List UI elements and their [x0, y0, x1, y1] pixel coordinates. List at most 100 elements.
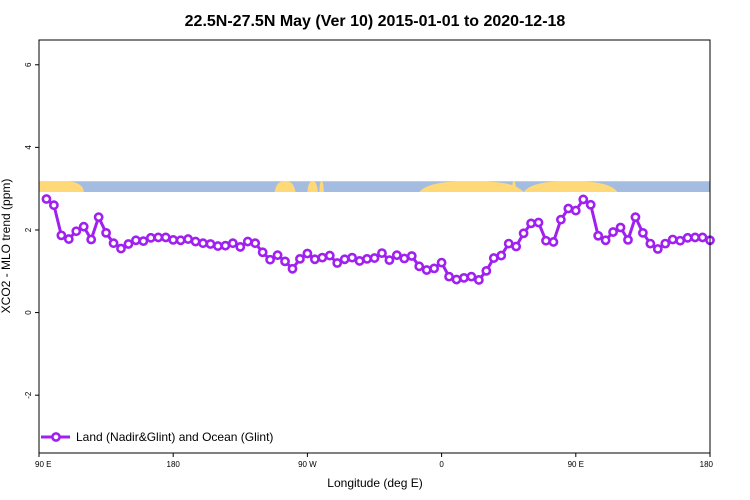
land-span — [419, 181, 524, 192]
data-point — [570, 205, 581, 216]
data-point — [317, 252, 328, 263]
data-point — [496, 250, 507, 261]
data-point — [406, 251, 417, 261]
data-point — [377, 248, 387, 259]
data-point — [324, 250, 335, 261]
data-point — [444, 271, 454, 282]
data-point — [667, 234, 678, 245]
data-point — [108, 238, 119, 249]
data-point — [362, 253, 372, 264]
data-point — [414, 261, 425, 272]
y-tick-label: 4 — [24, 145, 33, 150]
data-point — [466, 271, 477, 282]
data-point — [220, 240, 231, 251]
land-span — [307, 181, 318, 192]
data-point — [332, 258, 343, 268]
data-point — [287, 263, 298, 274]
x-tick-label: 90 W — [298, 460, 317, 469]
x-tick-label: 90 E — [35, 460, 51, 469]
data-point — [354, 256, 365, 266]
plot-frame — [38, 39, 711, 454]
land-ocean-strip — [39, 181, 710, 192]
y-axis-label: XCO2 - MLO trend (ppm) — [0, 179, 13, 314]
data-point — [630, 212, 641, 223]
land-span — [511, 181, 517, 192]
data-point — [49, 200, 59, 211]
data-point — [518, 228, 529, 239]
data-point — [690, 232, 700, 243]
data-point — [235, 242, 246, 252]
data-point — [384, 255, 395, 266]
data-point — [541, 235, 551, 246]
data-point — [227, 238, 238, 249]
y-tick-label: 0 — [24, 310, 33, 315]
data-point — [675, 235, 686, 246]
data-point — [593, 230, 604, 241]
ocean-band — [39, 181, 710, 192]
x-tick-label: 180 — [700, 460, 714, 469]
x-axis-label: Longitude (deg E) — [327, 476, 422, 490]
data-point — [511, 241, 522, 252]
data-point — [131, 235, 141, 246]
data-point — [652, 244, 663, 254]
data-point — [391, 250, 402, 261]
data-point — [600, 235, 611, 246]
data-point — [257, 247, 268, 258]
data-point — [526, 218, 536, 229]
data-point — [399, 253, 410, 264]
data-point — [205, 239, 216, 249]
data-point — [138, 236, 149, 247]
data-point — [421, 265, 432, 275]
y-tick-label: 2 — [24, 227, 33, 232]
land-span — [39, 181, 84, 192]
data-point — [242, 236, 253, 247]
data-point — [160, 232, 171, 243]
data-point — [116, 243, 126, 254]
series-layer — [41, 194, 715, 285]
data-point — [272, 250, 283, 261]
data-point — [213, 241, 223, 251]
data-point — [369, 253, 380, 263]
data-point — [183, 234, 194, 244]
data-point — [86, 234, 97, 245]
data-point — [623, 234, 633, 245]
x-axis: 90 E 180 90 W 0 90 E 180 — [35, 453, 714, 469]
data-point — [339, 254, 350, 265]
chart-title: 22.5N-27.5N May (Ver 10) 2015-01-01 to 2… — [185, 13, 566, 30]
data-point — [429, 263, 440, 274]
data-point — [153, 232, 164, 243]
data-point — [481, 265, 492, 276]
land-span — [523, 181, 618, 192]
legend-marker — [51, 432, 61, 442]
legend-label: Land (Nadir&Glint) and Ocean (Glint) — [76, 430, 273, 444]
legend: Land (Nadir&Glint) and Ocean (Glint) — [41, 430, 273, 444]
data-point — [250, 238, 261, 249]
data-point — [56, 230, 67, 241]
data-point — [295, 253, 305, 264]
data-point — [563, 203, 574, 214]
data-point — [459, 272, 469, 283]
data-point — [548, 237, 559, 247]
y-tick-label: 6 — [24, 62, 33, 67]
data-point — [615, 222, 626, 233]
data-point — [578, 194, 589, 205]
data-point — [198, 238, 208, 249]
data-point — [436, 257, 447, 268]
data-point — [145, 232, 156, 243]
data-point — [488, 253, 499, 263]
y-tick-label: -2 — [24, 391, 33, 399]
data-point — [123, 239, 134, 249]
data-point — [608, 227, 618, 237]
data-point — [265, 254, 276, 265]
data-point — [101, 227, 111, 238]
data-point — [175, 235, 186, 246]
data-point — [93, 212, 104, 223]
data-point — [660, 238, 671, 249]
data-point — [638, 227, 648, 238]
data-point — [533, 217, 544, 228]
data-point — [555, 214, 566, 225]
data-point — [645, 238, 656, 249]
data-point — [63, 234, 74, 244]
data-point — [168, 234, 179, 245]
